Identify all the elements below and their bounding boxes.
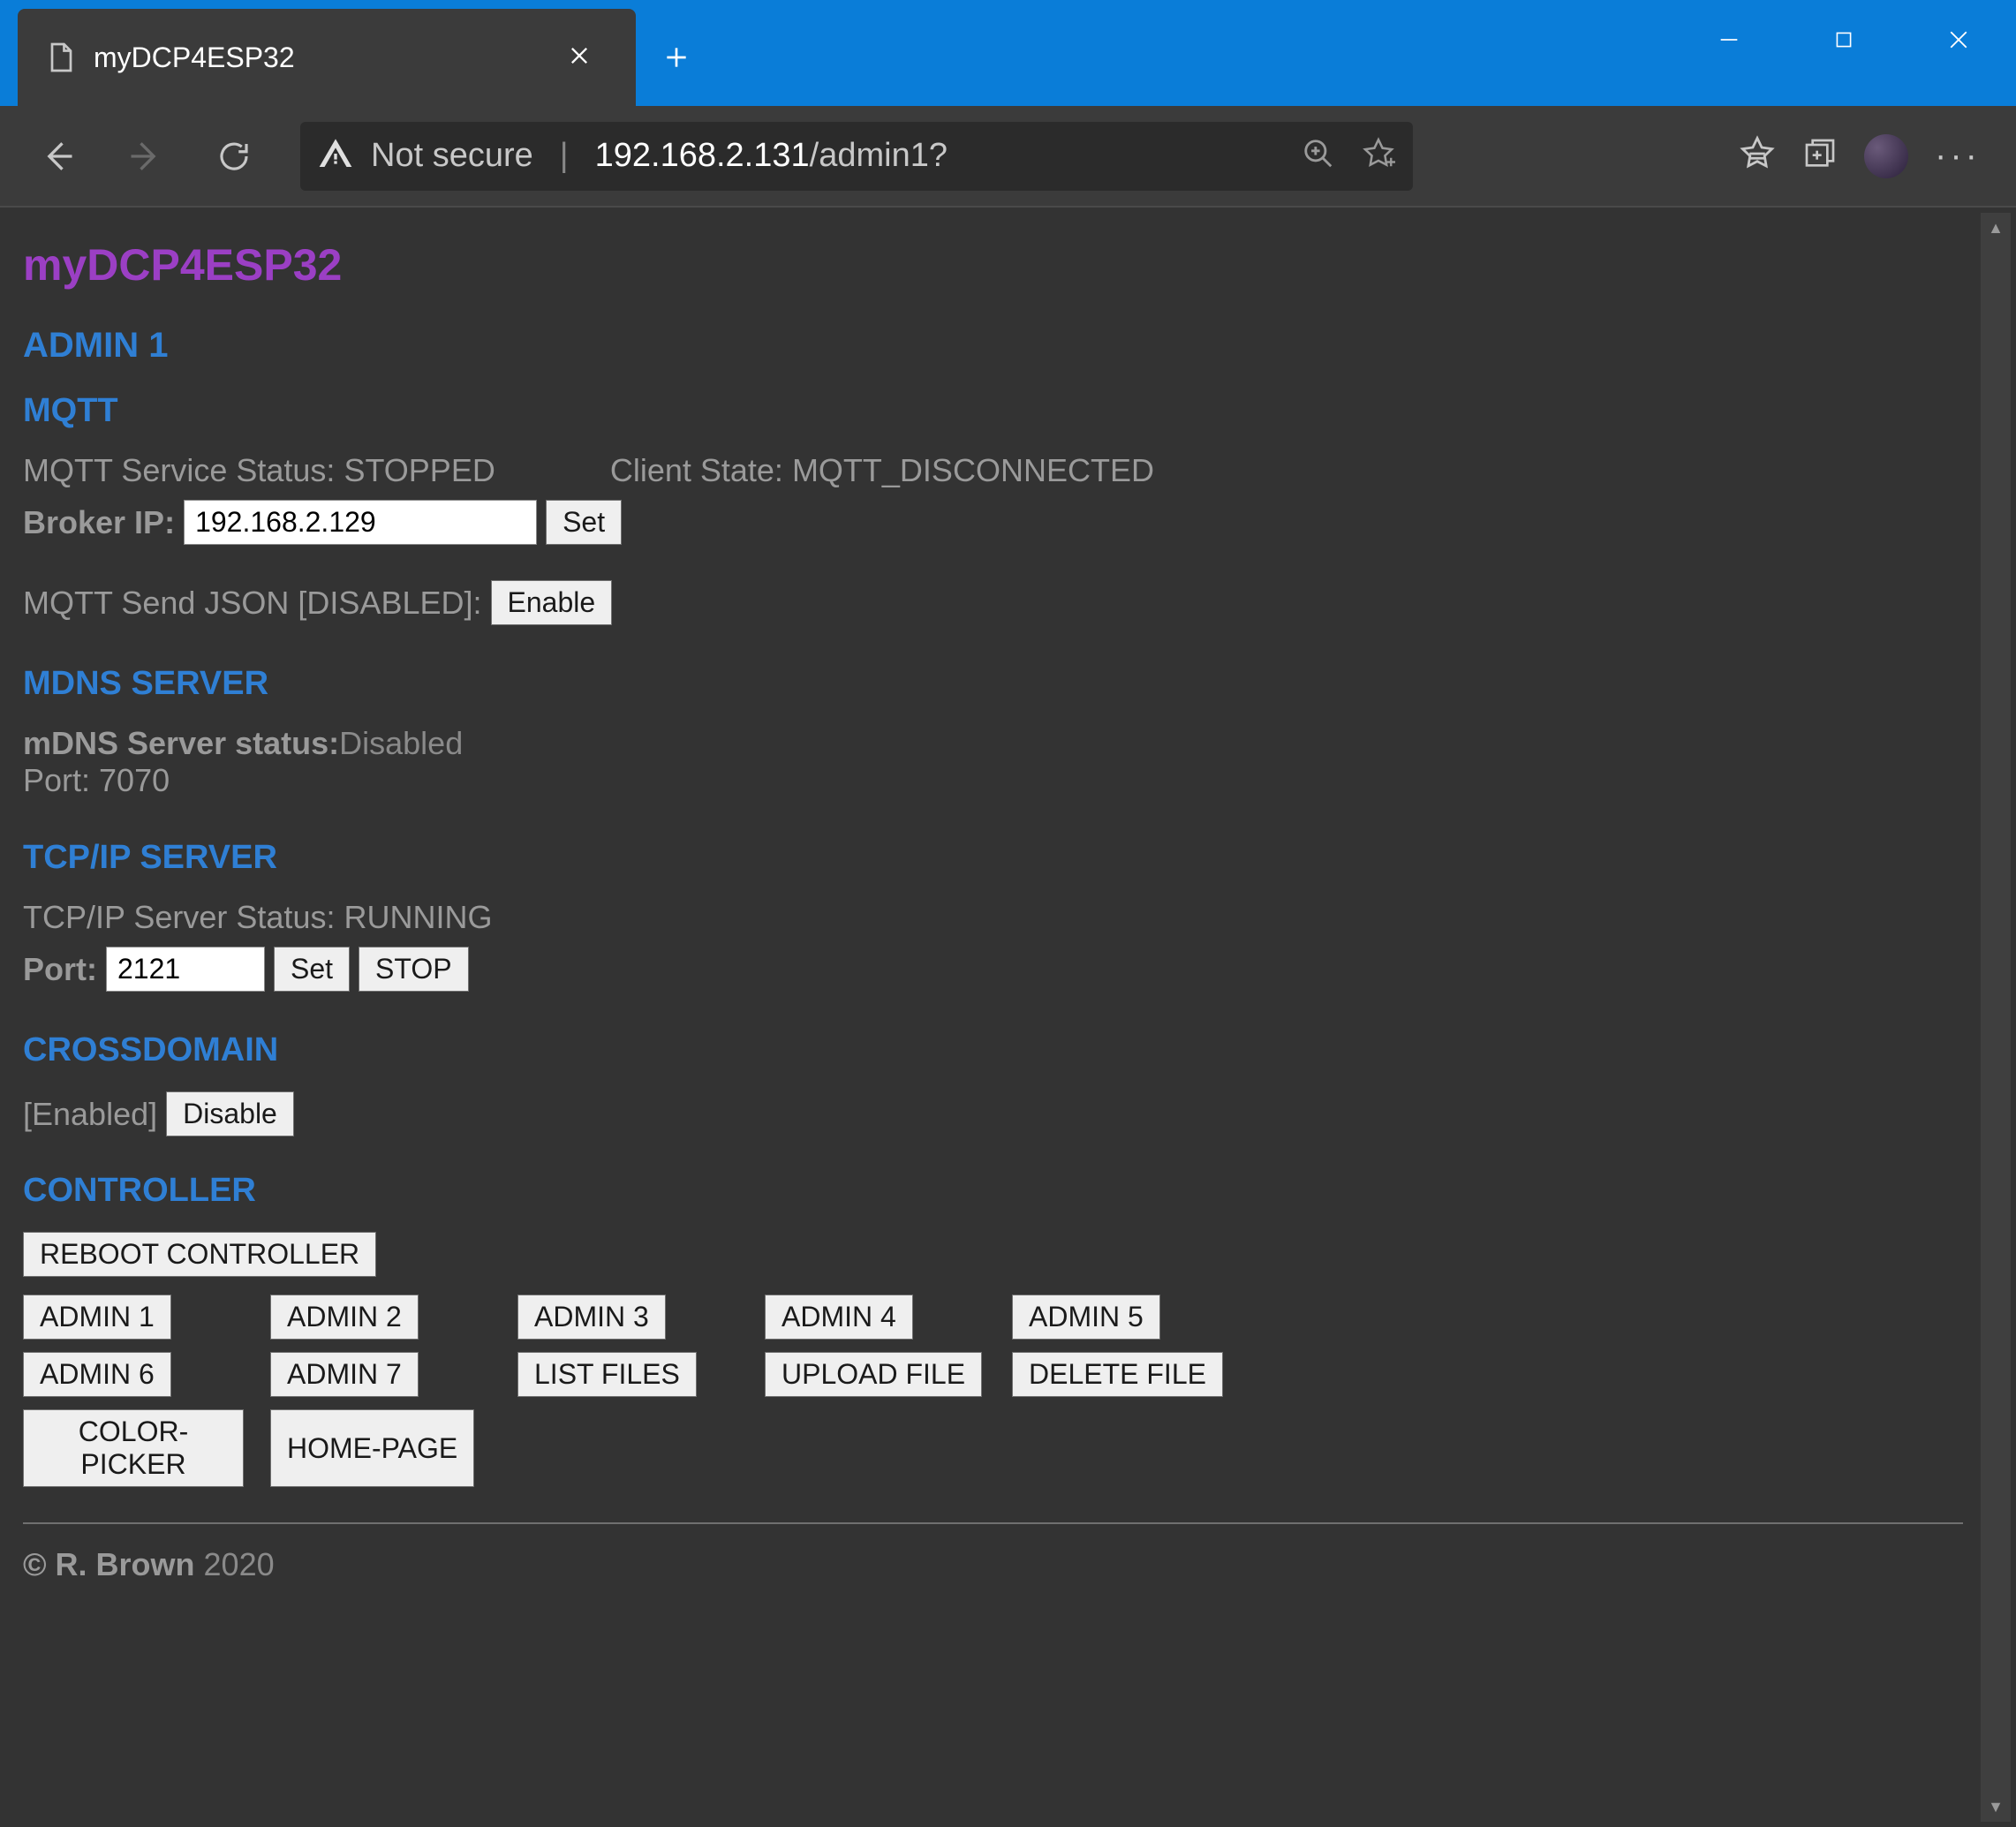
mdns-status-value: Disabled <box>339 725 463 761</box>
page-content: myDCP4ESP32 ADMIN 1 MQTT MQTT Service St… <box>5 213 1981 1822</box>
nav-list-files-button[interactable]: LIST FILES <box>517 1352 697 1397</box>
controller-heading: CONTROLLER <box>23 1172 1963 1210</box>
mqtt-client-state: Client State: MQTT_DISCONNECTED <box>610 452 1154 489</box>
page-title: myDCP4ESP32 <box>23 239 1963 291</box>
footer-divider <box>23 1522 1963 1524</box>
nav-admin6-button[interactable]: ADMIN 6 <box>23 1352 171 1397</box>
minimize-button[interactable] <box>1672 0 1786 79</box>
nav-upload-file-button[interactable]: UPLOAD FILE <box>765 1352 982 1397</box>
refresh-button[interactable] <box>194 117 274 196</box>
tcpip-status-label: TCP/IP Server Status: <box>23 899 344 935</box>
crossdomain-disable-button[interactable]: Disable <box>166 1091 294 1136</box>
nav-admin5-button[interactable]: ADMIN 5 <box>1012 1295 1160 1340</box>
back-button[interactable] <box>18 117 97 196</box>
vertical-scrollbar[interactable]: ▲ ▼ <box>1981 213 2011 1822</box>
nav-admin4-button[interactable]: ADMIN 4 <box>765 1295 913 1340</box>
favorite-add-icon[interactable] <box>1362 137 1395 175</box>
mdns-status-label: mDNS Server status: <box>23 725 339 761</box>
mqtt-json-label: MQTT Send JSON [DISABLED]: <box>23 585 482 622</box>
profile-avatar[interactable] <box>1864 134 1908 178</box>
toolbar-right: ··· <box>1739 134 1998 178</box>
mqtt-client-label: Client State: <box>610 452 792 488</box>
url-text: 192.168.2.131/admin1? <box>595 137 948 175</box>
mdns-port-label: Port: <box>23 762 99 798</box>
zoom-icon[interactable] <box>1302 137 1335 175</box>
footer: © R. Brown 2020 <box>23 1546 1963 1583</box>
mqtt-service-value: STOPPED <box>344 452 495 488</box>
mqtt-json-enable-button[interactable]: Enable <box>491 580 613 625</box>
crossdomain-heading: CROSSDOMAIN <box>23 1031 1963 1069</box>
nav-color-picker-button[interactable]: COLOR-PICKER <box>23 1409 244 1487</box>
tcpip-stop-button[interactable]: STOP <box>359 947 469 992</box>
broker-ip-input[interactable] <box>184 500 537 545</box>
nav-admin2-button[interactable]: ADMIN 2 <box>270 1295 419 1340</box>
tcpip-port-label: Port: <box>23 951 97 988</box>
mqtt-service-status: MQTT Service Status: STOPPED <box>23 452 495 489</box>
mqtt-service-label: MQTT Service Status: <box>23 452 344 488</box>
mdns-heading: MDNS SERVER <box>23 665 1963 703</box>
tcpip-heading: TCP/IP SERVER <box>23 839 1963 877</box>
close-window-button[interactable] <box>1901 0 2016 79</box>
broker-set-button[interactable]: Set <box>546 500 622 545</box>
collections-icon[interactable] <box>1802 136 1838 176</box>
mdns-port-value: 7070 <box>99 762 170 798</box>
window-controls <box>1672 0 2016 79</box>
more-menu-icon[interactable]: ··· <box>1935 136 1981 176</box>
mqtt-status-line: MQTT Service Status: STOPPED Client Stat… <box>23 452 1963 489</box>
address-bar[interactable]: Not secure | 192.168.2.131/admin1? <box>300 122 1413 191</box>
nav-admin3-button[interactable]: ADMIN 3 <box>517 1295 666 1340</box>
tab-strip: myDCP4ESP32 <box>0 0 717 106</box>
scroll-up-icon[interactable]: ▲ <box>1981 213 2011 243</box>
content-viewport: myDCP4ESP32 ADMIN 1 MQTT MQTT Service St… <box>0 208 2016 1827</box>
reboot-controller-button[interactable]: REBOOT CONTROLLER <box>23 1232 376 1277</box>
mqtt-broker-row: Broker IP: Set <box>23 500 1963 545</box>
nav-admin7-button[interactable]: ADMIN 7 <box>270 1352 419 1397</box>
nav-home-page-button[interactable]: HOME-PAGE <box>270 1409 474 1487</box>
nav-button-grid: ADMIN 1 ADMIN 2 ADMIN 3 ADMIN 4 ADMIN 5 … <box>23 1295 1963 1487</box>
nav-admin1-button[interactable]: ADMIN 1 <box>23 1295 171 1340</box>
url-path: /admin1? <box>810 137 948 174</box>
tcpip-port-input[interactable] <box>106 947 265 992</box>
toolbar: Not secure | 192.168.2.131/admin1? <box>0 106 2016 208</box>
mdns-status-row: mDNS Server status:Disabled <box>23 725 1963 762</box>
address-bar-actions <box>1302 137 1395 175</box>
favorites-icon[interactable] <box>1739 135 1776 177</box>
page-subtitle: ADMIN 1 <box>23 326 1963 366</box>
footer-year: 2020 <box>195 1546 275 1582</box>
page-icon <box>44 42 76 73</box>
maximize-button[interactable] <box>1786 0 1901 79</box>
footer-copyright: © R. Brown <box>23 1546 195 1582</box>
url-host: 192.168.2.131 <box>595 137 810 174</box>
tcpip-set-button[interactable]: Set <box>274 947 350 992</box>
scroll-track[interactable] <box>1981 243 2011 1792</box>
tcpip-status-value: RUNNING <box>344 899 492 935</box>
mqtt-heading: MQTT <box>23 392 1963 430</box>
scroll-down-icon[interactable]: ▼ <box>1981 1792 2011 1822</box>
browser-tab[interactable]: myDCP4ESP32 <box>18 9 636 106</box>
tab-close-icon[interactable] <box>558 39 600 76</box>
mdns-port-row: Port: 7070 <box>23 762 1963 799</box>
mqtt-json-row: MQTT Send JSON [DISABLED]: Enable <box>23 580 1963 625</box>
broker-ip-label: Broker IP: <box>23 504 175 541</box>
browser-window: myDCP4ESP32 <box>0 0 2016 1827</box>
new-tab-button[interactable] <box>636 9 717 106</box>
tcpip-port-row: Port: Set STOP <box>23 947 1963 992</box>
forward-button[interactable] <box>106 117 185 196</box>
tcpip-status-row: TCP/IP Server Status: RUNNING <box>23 899 1963 936</box>
address-separator: | <box>560 137 569 175</box>
not-secure-label: Not secure <box>371 137 533 175</box>
crossdomain-status: [Enabled] <box>23 1096 157 1133</box>
nav-delete-file-button[interactable]: DELETE FILE <box>1012 1352 1223 1397</box>
controller-reboot-row: REBOOT CONTROLLER <box>23 1232 1963 1277</box>
titlebar: myDCP4ESP32 <box>0 0 2016 106</box>
crossdomain-row: [Enabled] Disable <box>23 1091 1963 1136</box>
tab-title: myDCP4ESP32 <box>94 42 540 74</box>
not-secure-icon <box>318 136 353 176</box>
mqtt-client-value: MQTT_DISCONNECTED <box>792 452 1154 488</box>
